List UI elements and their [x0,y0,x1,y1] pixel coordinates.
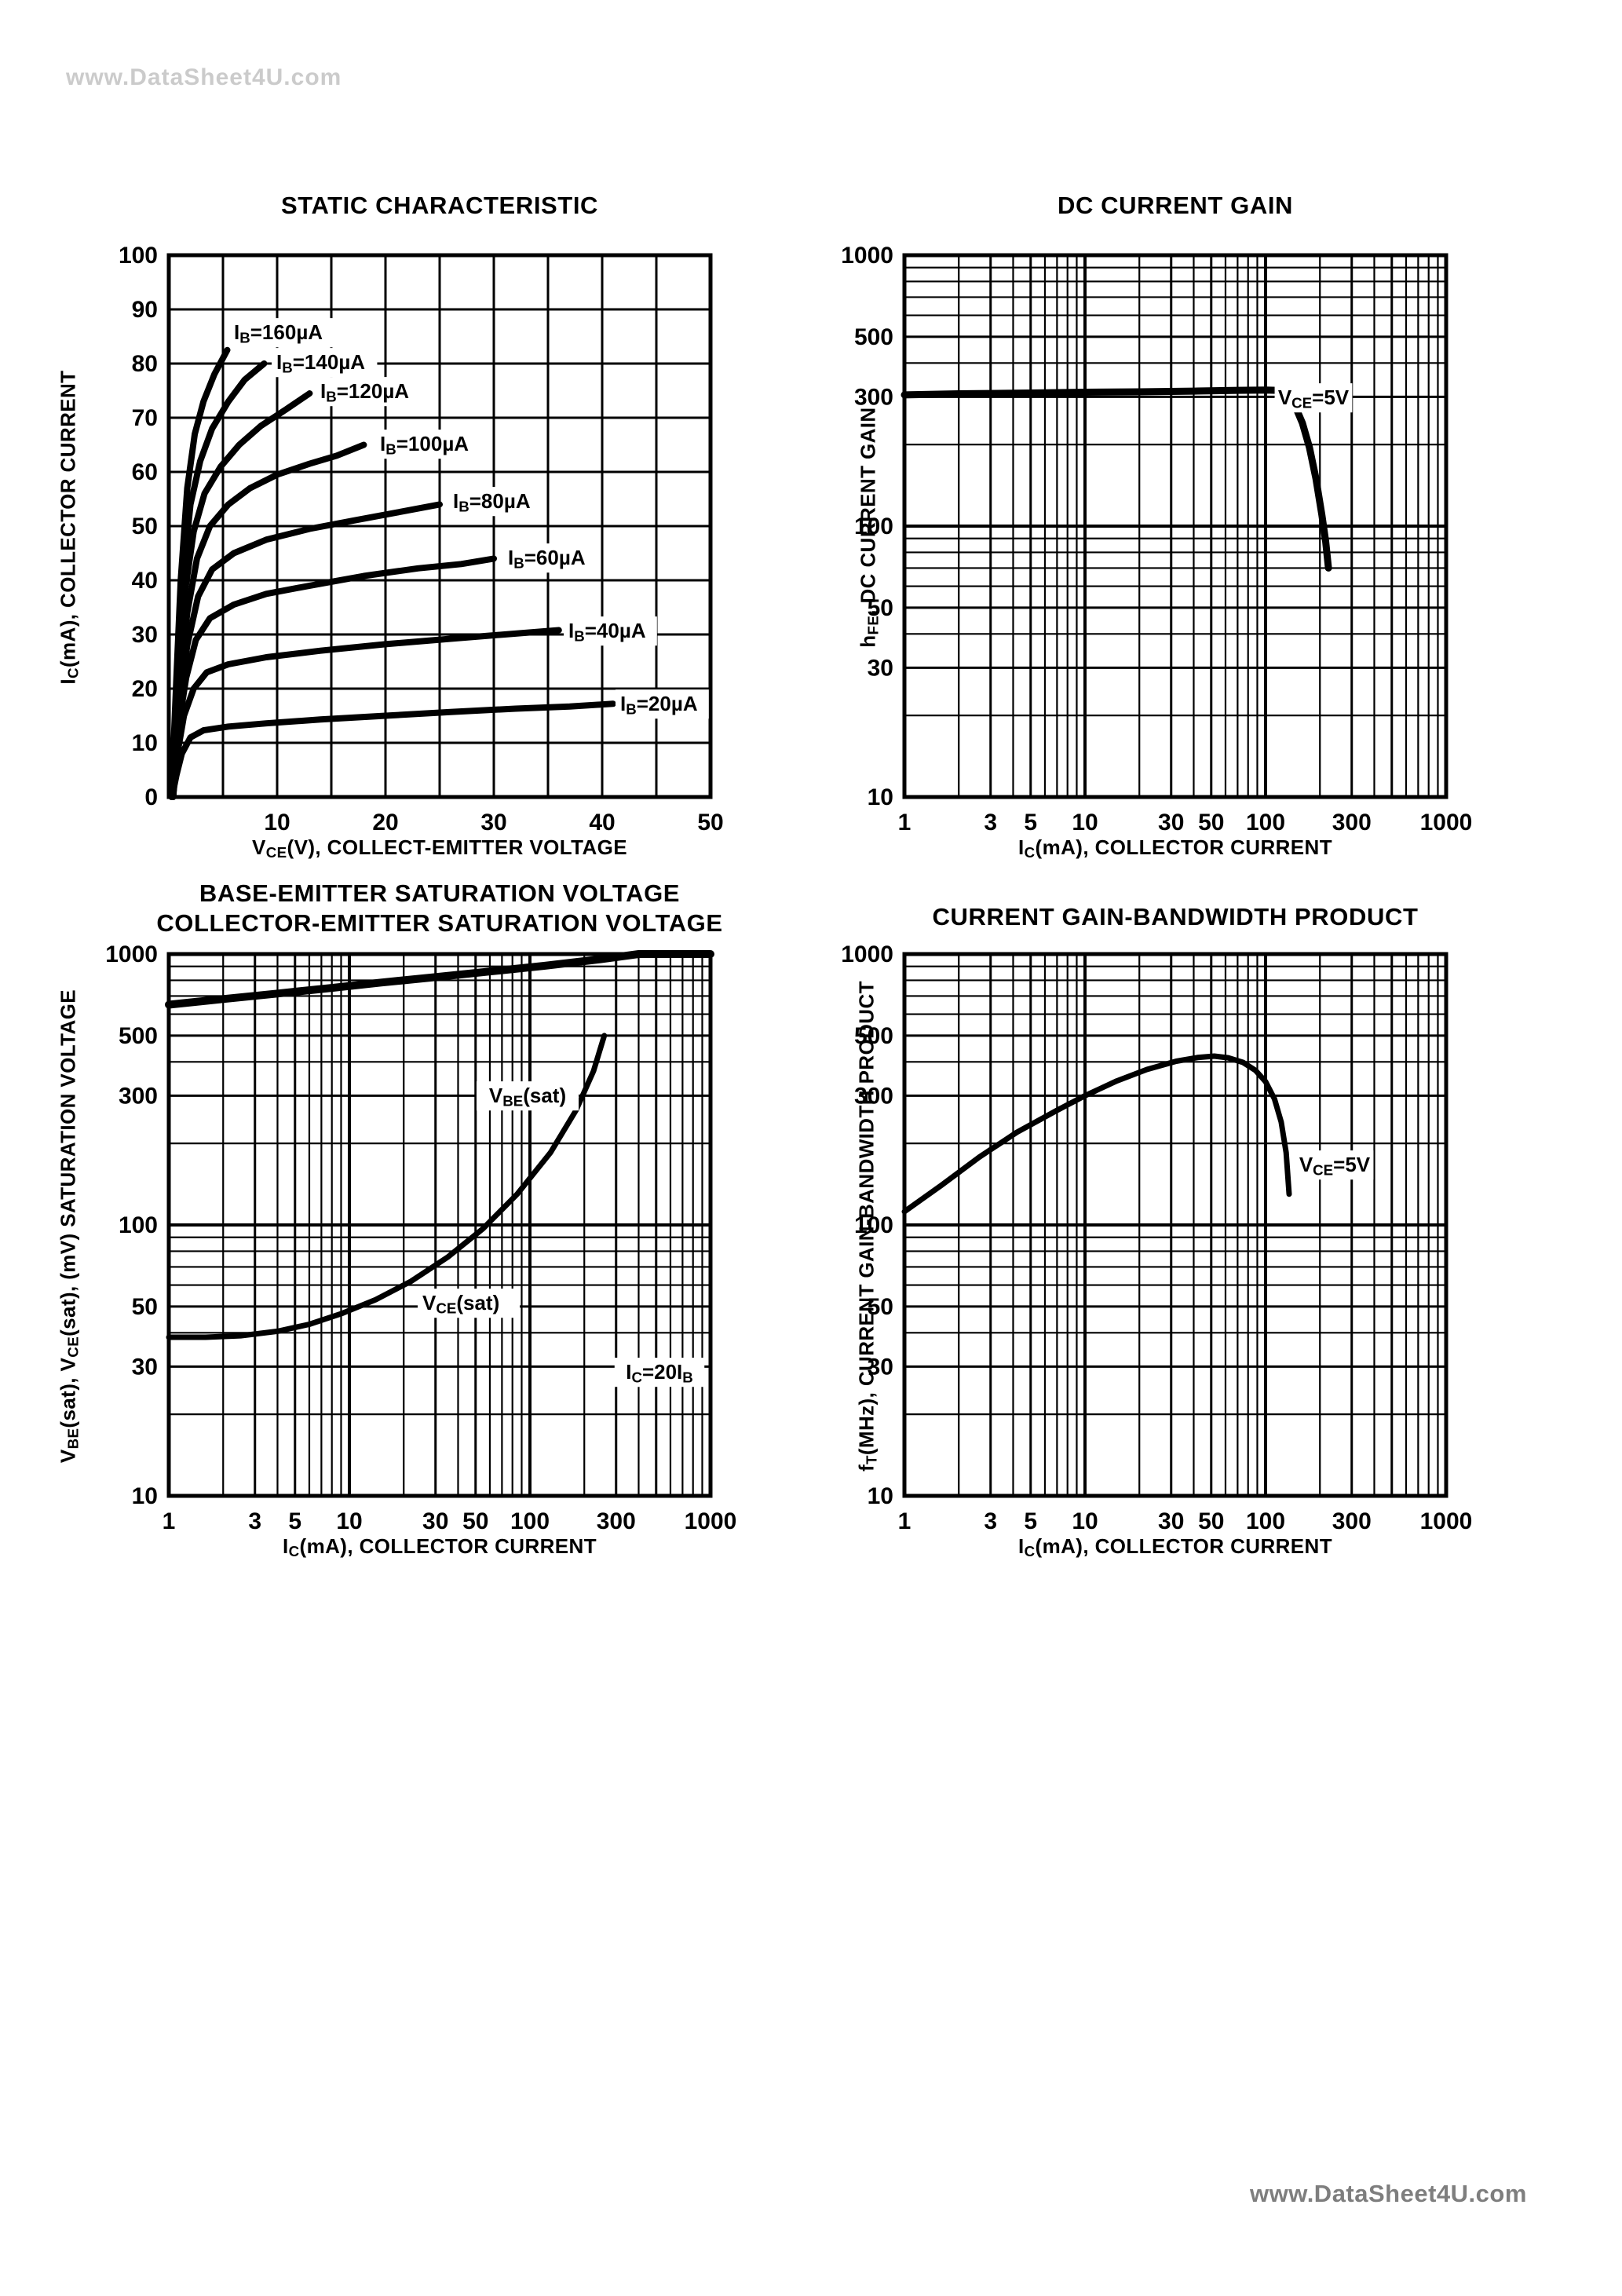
svg-text:30: 30 [868,655,893,681]
svg-text:IC=20IB: IC=20IB [626,1360,693,1386]
svg-text:1: 1 [898,1508,911,1534]
svg-text:70: 70 [132,405,158,431]
svg-text:1000: 1000 [841,941,893,967]
svg-text:100: 100 [119,243,158,269]
svg-text:30: 30 [480,810,506,835]
chart-title-saturation-voltage-line2: COLLECTOR-EMITTER SATURATION VOLTAGE [156,909,723,937]
svg-text:50: 50 [1198,810,1224,835]
svg-text:60: 60 [132,459,158,485]
svg-text:100: 100 [854,514,893,539]
xaxis-label-gain-bandwidth: IC(mA), COLLECTOR CURRENT [1017,1534,1333,1560]
svg-text:10: 10 [336,1508,362,1534]
svg-text:50: 50 [697,810,723,835]
svg-text:IB=60µA: IB=60µA [508,546,586,572]
svg-text:IB=80µA: IB=80µA [453,489,531,515]
watermark-top: www.DataSheet4U.com [66,64,342,90]
svg-text:40: 40 [589,810,615,835]
svg-text:IB=20µA: IB=20µA [620,692,698,718]
svg-text:80: 80 [132,351,158,377]
svg-text:40: 40 [132,568,158,594]
svg-text:100: 100 [510,1508,550,1534]
svg-text:50: 50 [132,1294,158,1320]
svg-text:50: 50 [868,1294,893,1320]
xaxis-label-saturation-voltage: IC(mA), COLLECTOR CURRENT [282,1534,597,1560]
svg-text:20: 20 [132,676,158,702]
svg-text:10: 10 [1072,810,1098,835]
svg-text:VBE(sat): VBE(sat) [489,1084,566,1110]
svg-text:10: 10 [132,1483,158,1509]
svg-text:90: 90 [132,297,158,323]
svg-text:5: 5 [1024,1508,1037,1534]
yaxis-label-saturation-voltage: VBE(sat), VCE(sat), (mV) SATURATION VOLT… [56,989,82,1464]
svg-text:100: 100 [1246,810,1285,835]
svg-text:30: 30 [132,622,158,648]
xaxis-label-static-characteristic: VCE(V), COLLECT-EMITTER VOLTAGE [252,835,627,861]
svg-text:500: 500 [854,324,893,350]
svg-text:300: 300 [854,1083,893,1109]
svg-text:30: 30 [132,1354,158,1380]
svg-text:300: 300 [1332,810,1372,835]
svg-text:100: 100 [119,1212,158,1238]
yaxis-label-gain-bandwidth: fT(MHz), CURRENT GAIN-BANDWIDTH PRODUCT [854,981,880,1472]
svg-text:30: 30 [1158,810,1184,835]
svg-text:5: 5 [1024,810,1037,835]
svg-text:1: 1 [898,810,911,835]
svg-text:30: 30 [868,1354,893,1380]
svg-text:10: 10 [132,730,158,756]
svg-text:VCE=5V: VCE=5V [1278,386,1350,411]
svg-text:10: 10 [868,1483,893,1509]
watermark-bottom: www.DataSheet4U.com [1250,2180,1527,2207]
svg-text:IB=120µA: IB=120µA [320,379,409,405]
svg-text:IB=160µA: IB=160µA [234,320,323,346]
svg-text:300: 300 [1332,1508,1372,1534]
svg-text:50: 50 [132,514,158,539]
svg-text:20: 20 [372,810,398,835]
yaxis-label-dc-current-gain: hFE, DC CURRENT GAIN [856,407,882,648]
yaxis-label-static-characteristic: IC(mA), COLLECTOR CURRENT [56,370,82,685]
svg-text:1000: 1000 [1420,1508,1473,1534]
xaxis-label-dc-current-gain: IC(mA), COLLECTOR CURRENT [1017,835,1333,861]
svg-text:500: 500 [119,1023,158,1049]
svg-text:1000: 1000 [1420,810,1473,835]
chart-title-dc-current-gain: DC CURRENT GAIN [1057,192,1294,219]
svg-text:3: 3 [984,810,997,835]
svg-text:300: 300 [597,1508,636,1534]
svg-text:1: 1 [163,1508,176,1534]
svg-text:300: 300 [119,1083,158,1109]
svg-text:5: 5 [288,1508,301,1534]
svg-text:500: 500 [854,1023,893,1049]
svg-text:50: 50 [868,595,893,621]
chart-title-static-characteristic: STATIC CHARACTERISTIC [280,192,599,219]
svg-text:10: 10 [1072,1508,1098,1534]
svg-text:1000: 1000 [685,1508,737,1534]
chart-title-gain-bandwidth: CURRENT GAIN-BANDWIDTH PRODUCT [932,903,1419,930]
svg-text:0: 0 [144,784,158,810]
svg-text:IB=40µA: IB=40µA [568,619,646,645]
svg-text:3: 3 [984,1508,997,1534]
svg-text:IB=100µA: IB=100µA [380,432,469,458]
chart-title-saturation-voltage-line1: BASE-EMITTER SATURATION VOLTAGE [199,879,681,907]
svg-text:50: 50 [1198,1508,1224,1534]
svg-text:10: 10 [868,784,893,810]
svg-text:50: 50 [462,1508,488,1534]
svg-text:300: 300 [854,384,893,410]
svg-text:10: 10 [264,810,290,835]
svg-text:1000: 1000 [841,243,893,269]
svg-text:3: 3 [248,1508,261,1534]
svg-text:100: 100 [1246,1508,1285,1534]
svg-text:IB=140µA: IB=140µA [276,350,365,376]
svg-text:30: 30 [1158,1508,1184,1534]
svg-text:100: 100 [854,1212,893,1238]
svg-text:VCE=5V: VCE=5V [1299,1153,1371,1179]
svg-text:1000: 1000 [105,941,158,967]
svg-text:30: 30 [422,1508,448,1534]
svg-text:VCE(sat): VCE(sat) [422,1291,499,1317]
